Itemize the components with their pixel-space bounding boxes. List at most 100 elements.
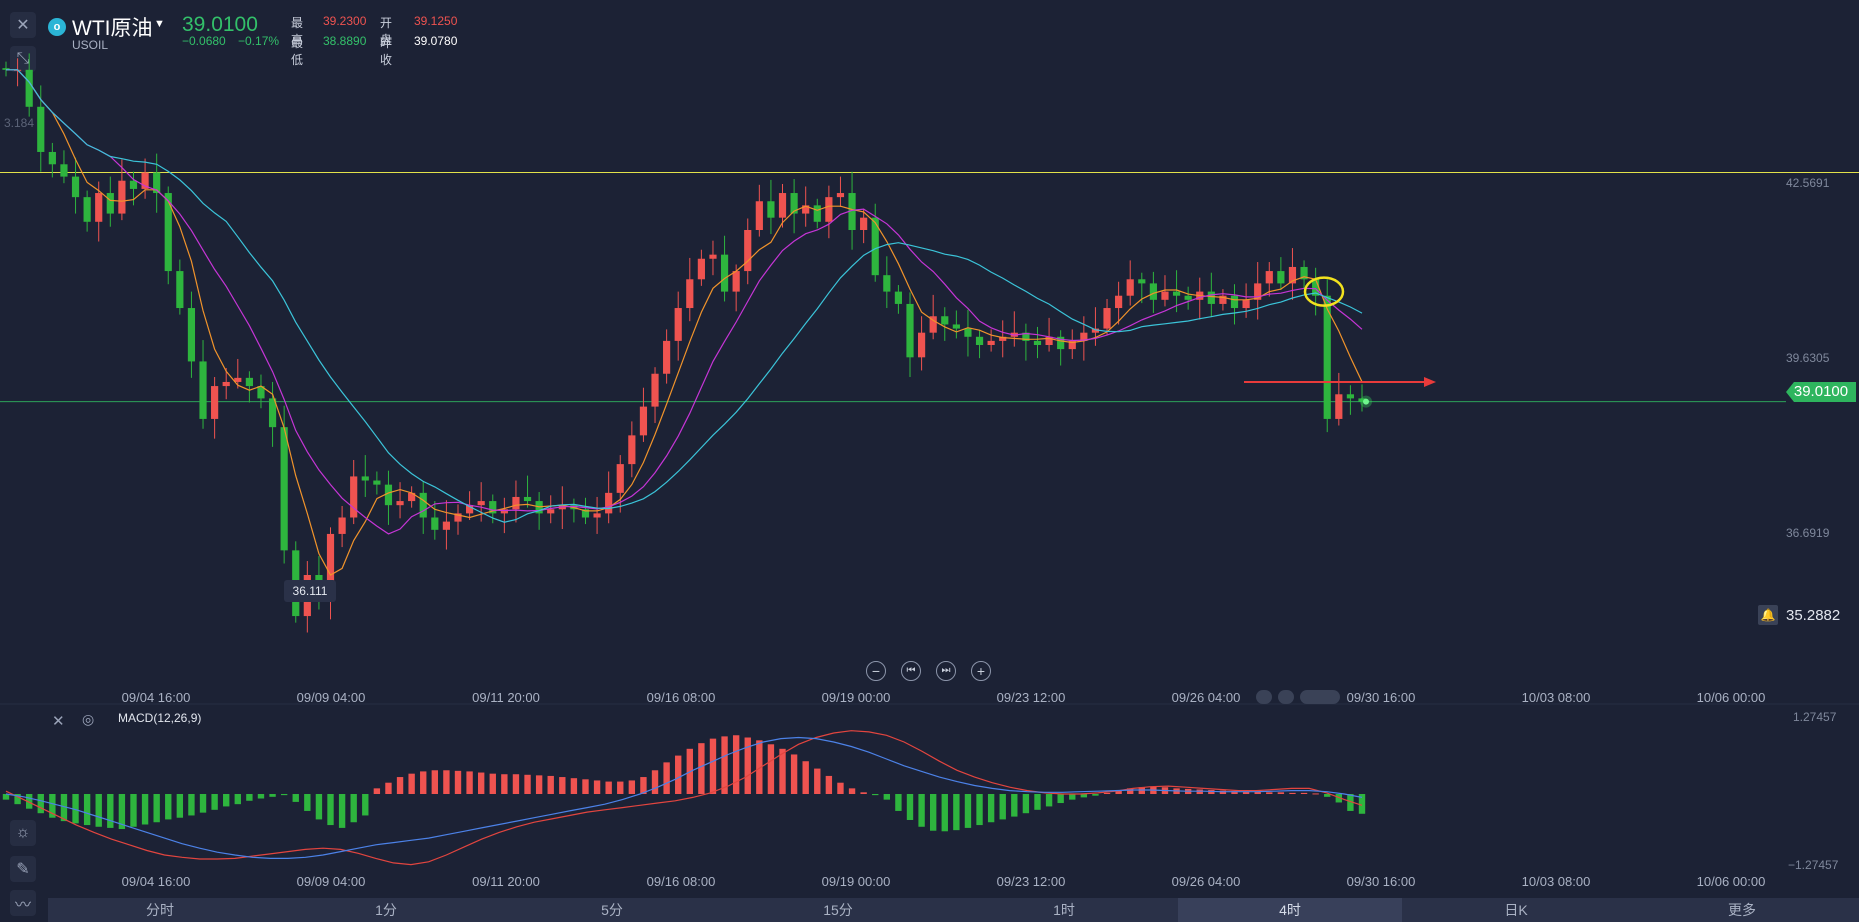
candle-body [547,509,555,514]
timeframe-tab[interactable]: 1分 [375,902,397,918]
candle-body [1346,394,1355,399]
macd-bar [848,788,856,794]
time-axis-label: 10/06 00:00 [1696,874,1766,889]
macd-bar [1324,794,1331,797]
timeframe-tab-more[interactable]: 更多 [1728,902,1756,918]
time-axis-label: 09/23 12:00 [996,874,1066,889]
time-axis-label: 09/23 12:00 [996,690,1066,705]
candle-body [153,172,161,194]
time-axis-label: 10/03 08:00 [1521,690,1591,705]
candle-body [917,332,926,358]
candle-body [176,271,184,309]
zoom-out-button[interactable]: − [866,661,886,681]
macd-bar [107,794,114,828]
candle-body [106,193,114,214]
macd-bar [466,771,473,794]
macd-bar [732,735,740,794]
candle-body [373,480,381,485]
zoom-in-button[interactable]: + [971,661,991,681]
candle-body [1288,266,1297,284]
candle-body [1091,328,1100,333]
macd-bar [1103,792,1111,794]
macd-bar [883,794,891,800]
macd-bar [617,781,624,794]
macd-bar [1127,788,1134,794]
candle-body [1126,279,1134,296]
candle-body [975,336,984,345]
candle-body [1219,295,1227,304]
macd-bar [1358,794,1366,814]
candle-body [1230,295,1239,309]
candle-body [25,69,33,107]
macd-dea-line [5,736,1363,859]
open-label: 开盘 [380,16,393,47]
candle-body [95,193,103,222]
price-axis-label: 36.6919 [1786,526,1830,540]
macd-bar [246,794,253,801]
candle-body [326,533,335,600]
macd-bar [257,794,265,799]
macd-bar [512,774,520,794]
macd-bar [396,777,404,794]
candle-body [1138,279,1146,284]
macd-bar [906,794,914,820]
macd-bar [1312,793,1319,795]
indicator-icon[interactable]: ☼ [10,820,36,846]
candle-body [465,505,474,514]
macd-bar [223,794,230,807]
macd-bar [1115,790,1122,794]
timeframe-tab[interactable]: 5分 [601,902,623,918]
candle-body [628,435,636,465]
macd-bar [651,770,659,794]
macd-bar [14,794,21,805]
scroll-start-button[interactable]: ⏮ [901,661,921,681]
macd-bar [269,794,276,797]
macd-bar [941,794,948,832]
line-chart-icon[interactable]: 〰 [10,890,36,916]
candle-body [1172,291,1181,296]
loading-indicator [1256,688,1342,706]
close-macd-icon[interactable]: ✕ [52,713,65,730]
settings-icon[interactable]: ◎ [82,711,95,727]
collapse-icon[interactable]: ⤡ [10,46,36,72]
draw-pencil-icon[interactable]: ✎ [10,856,36,882]
candle-body [1358,398,1366,402]
macd-bar [1219,790,1227,794]
macd-bar [1034,794,1041,810]
symbol-name[interactable]: WTI原油 [72,17,153,40]
chevron-down-icon[interactable]: ▼ [154,18,165,30]
macd-bar [280,794,288,796]
macd-bar [1080,794,1088,798]
macd-bar [83,794,91,826]
macd-bar [593,780,601,794]
macd-bar [837,782,844,794]
open-value: 39.1250 [414,14,458,28]
time-axis-label: 09/26 04:00 [1171,874,1241,889]
timeframe-tab-active[interactable]: 4时 [1178,898,1402,922]
low-value: 38.8890 [323,34,367,48]
macd-bar [570,778,578,794]
candle-body [141,172,149,189]
macd-bar [628,780,636,794]
time-axis-label: 10/06 00:00 [1696,690,1766,705]
scroll-end-button[interactable]: ⏭ [936,661,956,681]
timeframe-tab[interactable]: 日K [1504,902,1528,918]
candle-body [1033,340,1042,345]
bell-icon[interactable]: 🔔 [1758,605,1778,625]
time-axis-label: 09/16 08:00 [646,874,716,889]
close-icon[interactable]: ✕ [10,12,36,38]
timeframe-tab[interactable]: 15分 [823,902,853,918]
candle-body [964,328,972,337]
candle-body [384,484,393,506]
time-axis-label: 09/11 20:00 [472,874,540,889]
macd-bar [721,736,728,794]
macd-bar [976,794,983,826]
candle-body [755,201,763,230]
low-label: 最低 [291,36,304,67]
timeframe-tab[interactable]: 分时 [146,902,174,918]
macd-bar [709,738,717,794]
timeframe-tab[interactable]: 1时 [1053,902,1075,918]
candle-body [37,106,45,152]
macd-bar [1011,794,1018,817]
